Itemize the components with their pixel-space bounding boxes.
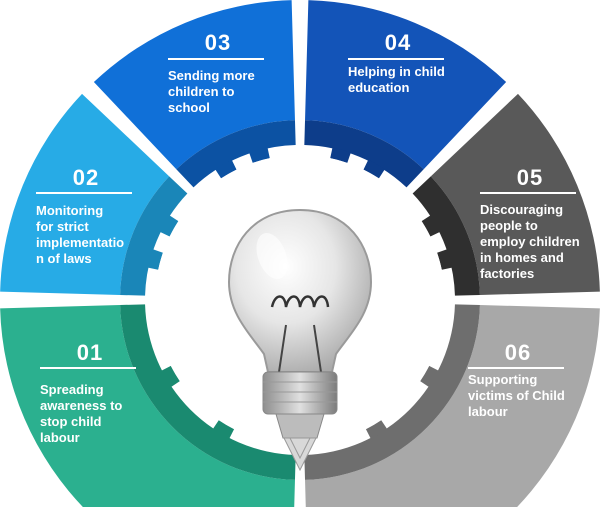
segment-02: [0, 93, 170, 295]
segment-text-line: factories: [480, 266, 535, 281]
segment-text-line: stop child: [40, 414, 102, 429]
segment-number: 01: [76, 340, 104, 365]
segment-number: 06: [504, 340, 532, 365]
segment-text-line: in homes and: [480, 250, 564, 265]
segment-divider: [40, 367, 136, 369]
segment-text-line: for strict: [36, 219, 89, 234]
segment-text-line: education: [348, 80, 410, 95]
segment-text-line: labour: [40, 430, 80, 445]
segment-text: Spreading awareness to stop child labour: [40, 382, 122, 446]
gear-tooth: [161, 365, 180, 388]
segment-text-line: Monitoring: [36, 203, 104, 218]
segment-05: [430, 93, 600, 295]
segment-03: [93, 0, 295, 170]
light-bulb-icon: [227, 208, 373, 472]
segment-number: 05: [516, 165, 544, 190]
segment-text-line: victims of Child: [468, 388, 565, 403]
segment-number: 04: [384, 30, 412, 55]
gear-ring-segment-01: [120, 304, 296, 480]
gear-tooth: [330, 147, 351, 163]
segment-text: Monitoring for strict implementatio n of la…: [36, 203, 124, 267]
gear-ring-segment-05: [412, 176, 480, 296]
segment-text-line: Sending more: [168, 68, 255, 83]
segment-text: Discouraging people to employ children in h…: [480, 202, 580, 282]
segment-01: [0, 305, 295, 507]
gear-tooth: [437, 249, 453, 270]
gear-tooth: [159, 215, 179, 237]
gear-tooth: [365, 420, 388, 439]
segment-number: 03: [204, 30, 232, 55]
gear-ring-segment-03: [176, 120, 296, 188]
gear-tooth: [420, 365, 439, 388]
segment-text-line: employ children: [480, 234, 580, 249]
segment-text-line: labour: [468, 404, 508, 419]
gear-ring-segment-06: [304, 304, 480, 480]
segment-text-line: Helping in child: [348, 64, 445, 79]
gear-tooth: [363, 159, 385, 179]
gear-ring-segment-02: [120, 176, 188, 296]
segment-divider: [480, 192, 576, 194]
segment-text: Helping in child education: [348, 64, 445, 96]
gear-tooth: [212, 420, 235, 439]
segment-04: [305, 0, 507, 170]
gear-tooth: [215, 159, 237, 179]
segment-text: Supporting victims of Child labour: [468, 372, 565, 420]
segment-divider: [36, 192, 132, 194]
gear-ring-segment-04: [304, 120, 424, 188]
segment-06: [305, 305, 600, 507]
segment-text-line: children to: [168, 84, 235, 99]
gear-tooth: [421, 215, 441, 237]
segment-text-line: Supporting: [468, 372, 538, 387]
segment-text-line: school: [168, 100, 210, 115]
gear-tooth: [249, 147, 270, 163]
gear-tooth: [147, 249, 163, 270]
segment-text-line: Spreading: [40, 382, 104, 397]
segment-divider: [348, 58, 444, 60]
segment-text-line: Discouraging: [480, 202, 564, 217]
segment-divider: [468, 367, 564, 369]
segment-divider: [168, 58, 264, 60]
segment-text-line: implementatio: [36, 235, 125, 250]
segment-text: Sending more children to school: [168, 68, 255, 116]
segment-number: 02: [72, 165, 100, 190]
segment-text-line: n of laws: [36, 251, 92, 266]
segment-text-line: people to: [480, 218, 538, 233]
segment-text-line: awareness to: [40, 398, 123, 413]
